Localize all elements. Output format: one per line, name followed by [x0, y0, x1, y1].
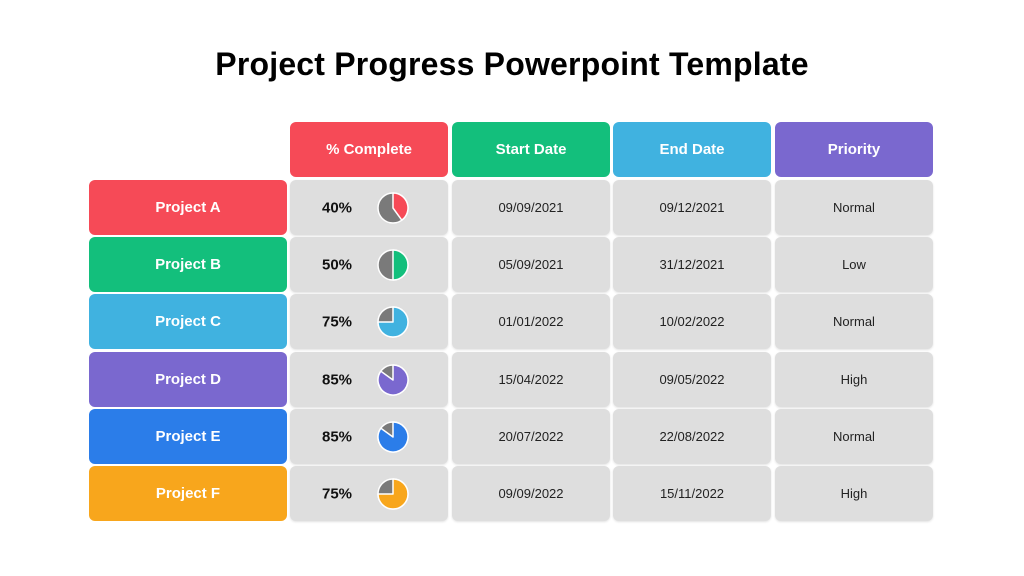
priority-cell: Normal: [775, 409, 933, 464]
percent-value: 75%: [322, 485, 353, 502]
percent-complete-cell: 75%: [290, 294, 448, 349]
progress-pie-icon: [377, 191, 409, 224]
percent-value: 85%: [322, 371, 353, 388]
percent-complete-cell: 75%: [290, 466, 448, 521]
progress-pie-icon: [377, 363, 409, 396]
project-label: Project D: [89, 352, 287, 407]
page-title: Project Progress Powerpoint Template: [215, 46, 809, 82]
percent-complete-cell: 50%: [290, 237, 448, 292]
percent-value: 75%: [322, 313, 353, 330]
project-label: Project B: [89, 237, 287, 292]
end-date-cell: 09/12/2021: [613, 180, 771, 235]
end-date-cell: 22/08/2022: [613, 409, 771, 464]
progress-pie-icon: [377, 305, 409, 338]
pie-complete-slice: [377, 420, 409, 453]
progress-pie-icon: [377, 248, 409, 281]
progress-pie-icon: [377, 477, 409, 510]
percent-complete-cell: 85%: [290, 352, 448, 407]
end-date-cell: 09/05/2022: [613, 352, 771, 407]
project-label: Project E: [89, 409, 287, 464]
progress-pie-icon: [377, 420, 409, 453]
end-date-cell: 15/11/2022: [613, 466, 771, 521]
pie-complete-slice: [377, 305, 409, 338]
end-date-cell: 10/02/2022: [613, 294, 771, 349]
priority-cell: Normal: [775, 294, 933, 349]
header-priority: Priority: [775, 122, 933, 177]
priority-cell: High: [775, 466, 933, 521]
header-end-date: End Date: [613, 122, 771, 177]
start-date-cell: 05/09/2021: [452, 237, 610, 292]
percent-value: 40%: [322, 199, 353, 216]
start-date-cell: 15/04/2022: [452, 352, 610, 407]
priority-cell: High: [775, 352, 933, 407]
priority-cell: Normal: [775, 180, 933, 235]
project-label: Project F: [89, 466, 287, 521]
start-date-cell: 20/07/2022: [452, 409, 610, 464]
percent-complete-cell: 40%: [290, 180, 448, 235]
pie-complete-slice: [377, 477, 409, 510]
start-date-cell: 09/09/2021: [452, 180, 610, 235]
header-percent-complete: % Complete: [290, 122, 448, 177]
project-label: Project C: [89, 294, 287, 349]
header-start-date: Start Date: [452, 122, 610, 177]
pie-complete-slice: [377, 363, 409, 396]
percent-complete-cell: 85%: [290, 409, 448, 464]
pie-complete-slice: [392, 191, 409, 221]
percent-value: 85%: [322, 428, 353, 445]
priority-cell: Low: [775, 237, 933, 292]
start-date-cell: 09/09/2022: [452, 466, 610, 521]
percent-value: 50%: [322, 256, 353, 273]
pie-complete-slice: [392, 248, 409, 281]
project-label: Project A: [89, 180, 287, 235]
start-date-cell: 01/01/2022: [452, 294, 610, 349]
end-date-cell: 31/12/2021: [613, 237, 771, 292]
